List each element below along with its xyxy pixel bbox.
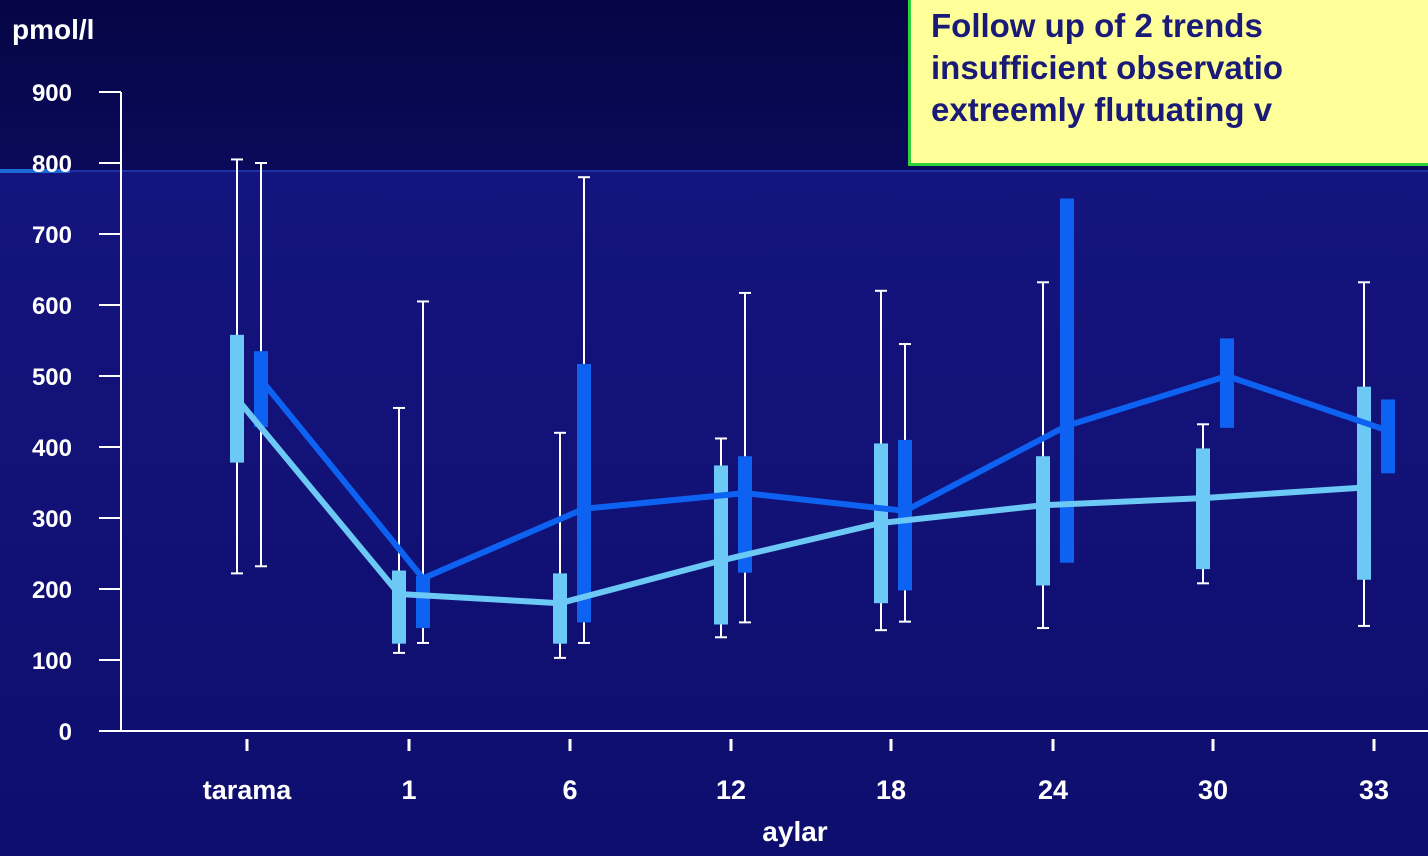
- range-box: [898, 439, 912, 591]
- note-callout: Follow up of 2 trends insufficient obser…: [908, 0, 1428, 166]
- y-tick-label: 800: [32, 151, 72, 178]
- series-mean-line: [258, 373, 1389, 582]
- range-box: [1357, 386, 1371, 580]
- tick-label-layer: 0 100 200 300 400 500 600 700 800 900 tarama 1 6 12 18…: [32, 80, 1389, 805]
- mean-line-layer: [234, 373, 1389, 607]
- y-tick-label: 700: [32, 222, 72, 249]
- range-box: [1220, 338, 1234, 428]
- range-box: [1381, 399, 1395, 474]
- x-tick-label: tarama: [203, 775, 293, 805]
- x-tick-label: 12: [716, 775, 746, 805]
- y-tick-label: 600: [32, 293, 72, 320]
- note-line-3: extreemly flutuating v: [931, 91, 1273, 128]
- x-tick-label: 18: [876, 775, 906, 805]
- y-tick-label: 0: [59, 719, 72, 746]
- range-box: [1196, 448, 1210, 570]
- range-box: [1036, 456, 1050, 586]
- range-box: [577, 363, 591, 623]
- range-box: [714, 465, 728, 625]
- range-box: [1060, 198, 1074, 563]
- note-line-1: Follow up of 2 trends: [931, 7, 1263, 44]
- range-box: [254, 351, 268, 428]
- y-tick-label: 900: [32, 80, 72, 107]
- box-layer: [230, 198, 1395, 644]
- x-axis-label: aylar: [762, 816, 828, 847]
- y-tick-label: 300: [32, 506, 72, 533]
- y-axis-label: pmol/l: [12, 14, 95, 45]
- note-line-2: insufficient observatio: [931, 49, 1284, 86]
- axes-layer: [99, 91, 1428, 751]
- x-tick-label: 33: [1359, 775, 1389, 805]
- y-tick-label: 100: [32, 648, 72, 675]
- range-box: [738, 456, 752, 573]
- x-tick-label: 24: [1038, 775, 1068, 805]
- y-tick-label: 200: [32, 577, 72, 604]
- y-tick-label: 400: [32, 435, 72, 462]
- title-divider-line: [0, 170, 1428, 172]
- x-tick-label: 30: [1198, 775, 1228, 805]
- x-tick-label: 1: [401, 775, 416, 805]
- range-box: [416, 576, 430, 629]
- range-box: [553, 573, 567, 644]
- range-box: [392, 570, 406, 644]
- x-tick-label: 6: [562, 775, 577, 805]
- title-divider-accent: [0, 169, 70, 173]
- series-mean-line: [234, 396, 1365, 607]
- y-tick-label: 500: [32, 364, 72, 391]
